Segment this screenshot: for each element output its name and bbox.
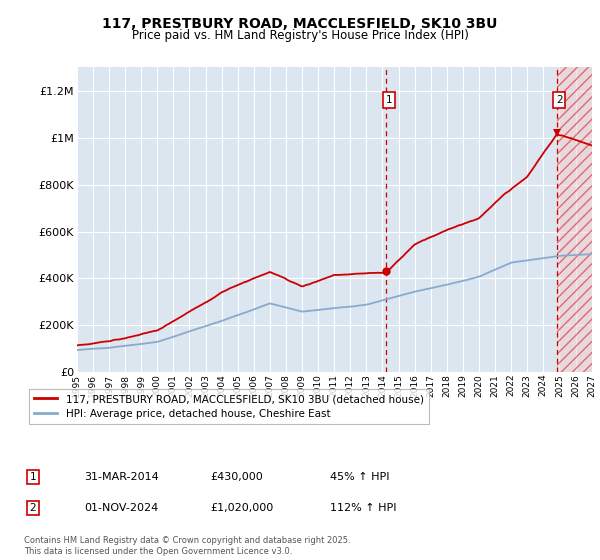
Text: 112% ↑ HPI: 112% ↑ HPI (330, 503, 397, 513)
Text: 01-NOV-2024: 01-NOV-2024 (84, 503, 158, 513)
Text: 1: 1 (29, 472, 37, 482)
Text: £430,000: £430,000 (210, 472, 263, 482)
Text: Contains HM Land Registry data © Crown copyright and database right 2025.
This d: Contains HM Land Registry data © Crown c… (24, 536, 350, 556)
Text: £1,020,000: £1,020,000 (210, 503, 273, 513)
Text: 117, PRESTBURY ROAD, MACCLESFIELD, SK10 3BU: 117, PRESTBURY ROAD, MACCLESFIELD, SK10 … (103, 16, 497, 30)
Text: 45% ↑ HPI: 45% ↑ HPI (330, 472, 389, 482)
Text: 2: 2 (29, 503, 37, 513)
Text: 1: 1 (386, 95, 392, 105)
Bar (557, 67, 592, 372)
Legend: 117, PRESTBURY ROAD, MACCLESFIELD, SK10 3BU (detached house), HPI: Average price: 117, PRESTBURY ROAD, MACCLESFIELD, SK10 … (29, 389, 429, 424)
Text: 2: 2 (556, 95, 562, 105)
Text: 31-MAR-2014: 31-MAR-2014 (84, 472, 159, 482)
Text: Price paid vs. HM Land Registry's House Price Index (HPI): Price paid vs. HM Land Registry's House … (131, 29, 469, 42)
